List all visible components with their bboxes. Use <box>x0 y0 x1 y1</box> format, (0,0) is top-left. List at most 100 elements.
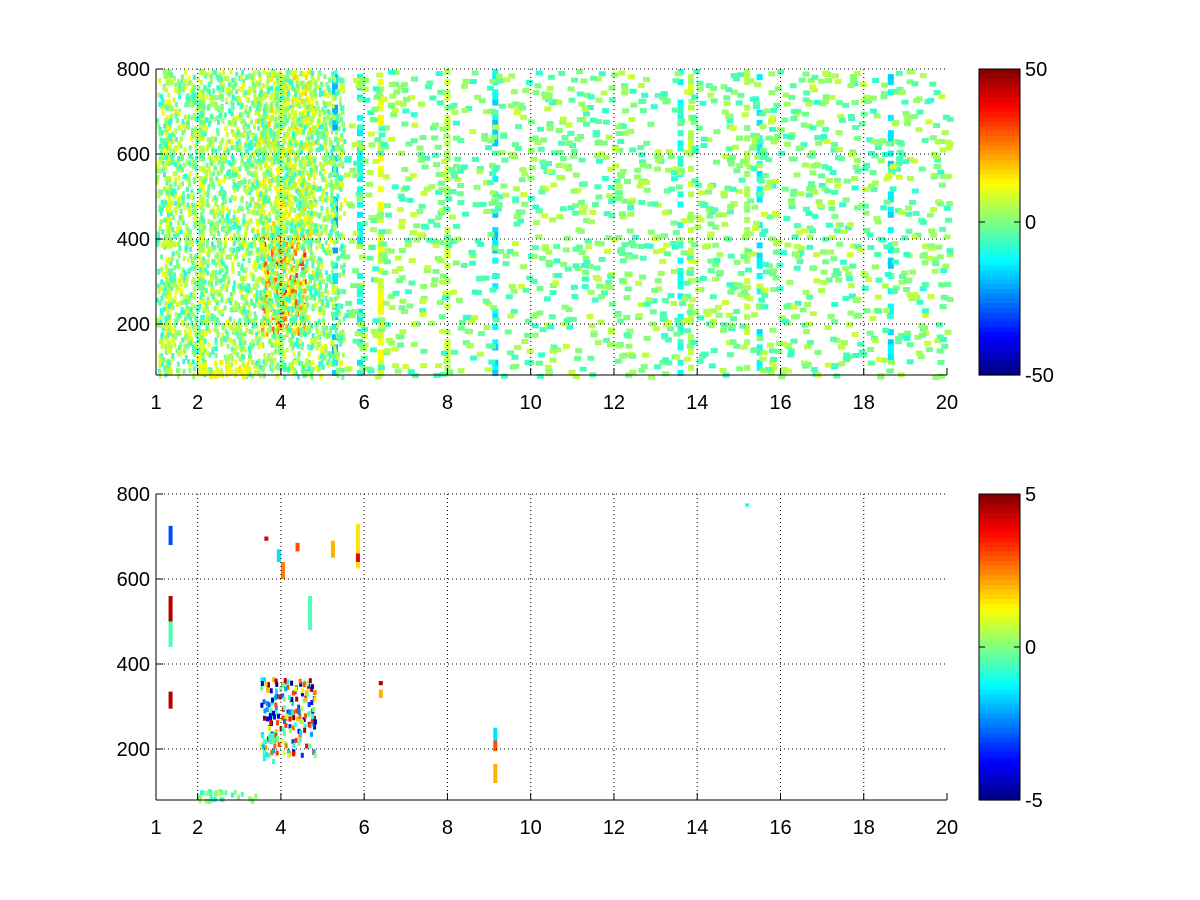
cluster-cell <box>309 167 313 173</box>
cluster-cell <box>190 192 194 198</box>
cluster-cell <box>766 214 774 220</box>
cluster-cell <box>240 332 244 338</box>
cluster-cell <box>358 97 366 103</box>
cluster-cell <box>242 256 246 262</box>
cluster-cell <box>165 126 169 132</box>
cluster-cell <box>281 178 285 184</box>
cluster-cell <box>281 326 285 332</box>
cluster-cell <box>225 213 229 219</box>
cluster-cell <box>237 368 241 374</box>
cluster-cell <box>212 234 216 240</box>
cluster-cell <box>494 206 502 212</box>
cluster-cell <box>321 278 325 284</box>
cluster-cell <box>280 197 284 203</box>
cluster-cell <box>221 69 225 75</box>
cluster-cell <box>313 276 317 282</box>
cluster-cell <box>287 133 291 139</box>
cluster-cell <box>250 330 254 336</box>
cluster-cell <box>157 190 161 196</box>
cluster-cell <box>160 279 164 285</box>
cluster-cell <box>191 97 195 103</box>
cluster-cell <box>227 228 231 234</box>
stripe-cell <box>677 283 684 290</box>
cluster-cell <box>439 207 447 213</box>
cluster-cell <box>236 261 240 267</box>
cluster-cell <box>837 113 845 119</box>
cluster-cell <box>280 246 284 252</box>
cluster-cell <box>248 86 252 92</box>
cluster-cell <box>319 348 323 354</box>
cluster-cell <box>266 129 270 135</box>
cluster-cell <box>216 256 220 262</box>
cluster-cell <box>235 254 239 260</box>
cluster-cell <box>336 76 340 82</box>
cluster-cell <box>297 243 301 249</box>
cluster-cell <box>266 272 270 278</box>
cluster-cell <box>285 201 289 207</box>
cluster-cell <box>259 215 263 221</box>
stripe-cell <box>677 344 684 351</box>
cluster-cell <box>313 288 317 294</box>
cluster-cell <box>657 270 665 276</box>
cluster-cell <box>173 162 177 168</box>
cluster-cell <box>176 166 180 172</box>
cluster-cell <box>329 325 333 331</box>
stripe-cell <box>744 216 751 223</box>
cluster-cell <box>251 77 255 83</box>
cluster-cell <box>243 364 247 370</box>
cluster-cell <box>168 349 172 355</box>
cluster-cell <box>177 156 181 162</box>
cluster-cell <box>282 225 286 231</box>
cluster-cell <box>191 359 195 365</box>
cluster-cell <box>285 194 289 200</box>
cluster-cell <box>187 314 191 320</box>
cluster-cell <box>828 206 836 212</box>
cluster-cell <box>536 126 544 132</box>
cluster-cell <box>397 84 405 90</box>
cluster-cell <box>233 195 237 201</box>
cluster-cell <box>289 199 293 205</box>
cluster-cell <box>157 159 161 165</box>
cluster-cell <box>237 333 241 339</box>
cluster-cell <box>318 124 322 130</box>
cluster-cell <box>256 148 260 154</box>
cluster-cell <box>169 210 173 216</box>
cluster-cell <box>243 285 247 291</box>
cluster-cell <box>839 202 847 208</box>
stripe-cell <box>356 273 363 279</box>
cluster-cell <box>280 286 284 292</box>
cluster-cell <box>248 190 252 196</box>
cluster-cell <box>176 204 180 210</box>
cluster-cell <box>332 197 336 203</box>
cluster-cell <box>292 275 296 281</box>
cluster-cell <box>250 318 254 324</box>
stripe-cell <box>677 273 684 279</box>
cluster-cell <box>278 340 282 346</box>
cluster-cell <box>326 290 330 296</box>
cluster-cell <box>158 102 162 108</box>
cluster-cell <box>299 81 303 87</box>
stripe-cell <box>444 79 451 86</box>
cluster-cell <box>202 88 206 94</box>
cluster-cell <box>221 277 225 283</box>
cluster-cell <box>273 92 277 98</box>
cluster-cell <box>250 187 254 193</box>
cluster-cell <box>173 128 177 134</box>
cluster-cell <box>293 208 297 214</box>
cluster-cell <box>691 178 699 184</box>
cluster-cell <box>222 198 226 204</box>
cluster-cell <box>168 208 172 214</box>
cluster-cell <box>311 188 315 194</box>
cluster-cell <box>179 288 183 294</box>
cluster-cell <box>232 338 236 344</box>
cluster-cell <box>872 78 880 84</box>
cluster-cell <box>294 321 298 327</box>
cluster-cell <box>333 163 337 169</box>
cluster-cell <box>623 314 631 320</box>
cluster-cell <box>332 324 336 330</box>
cluster-cell <box>278 286 282 292</box>
cluster-cell <box>220 167 224 173</box>
cluster-cell <box>333 183 337 189</box>
cluster-cell <box>262 202 266 208</box>
cluster-cell <box>255 360 259 366</box>
